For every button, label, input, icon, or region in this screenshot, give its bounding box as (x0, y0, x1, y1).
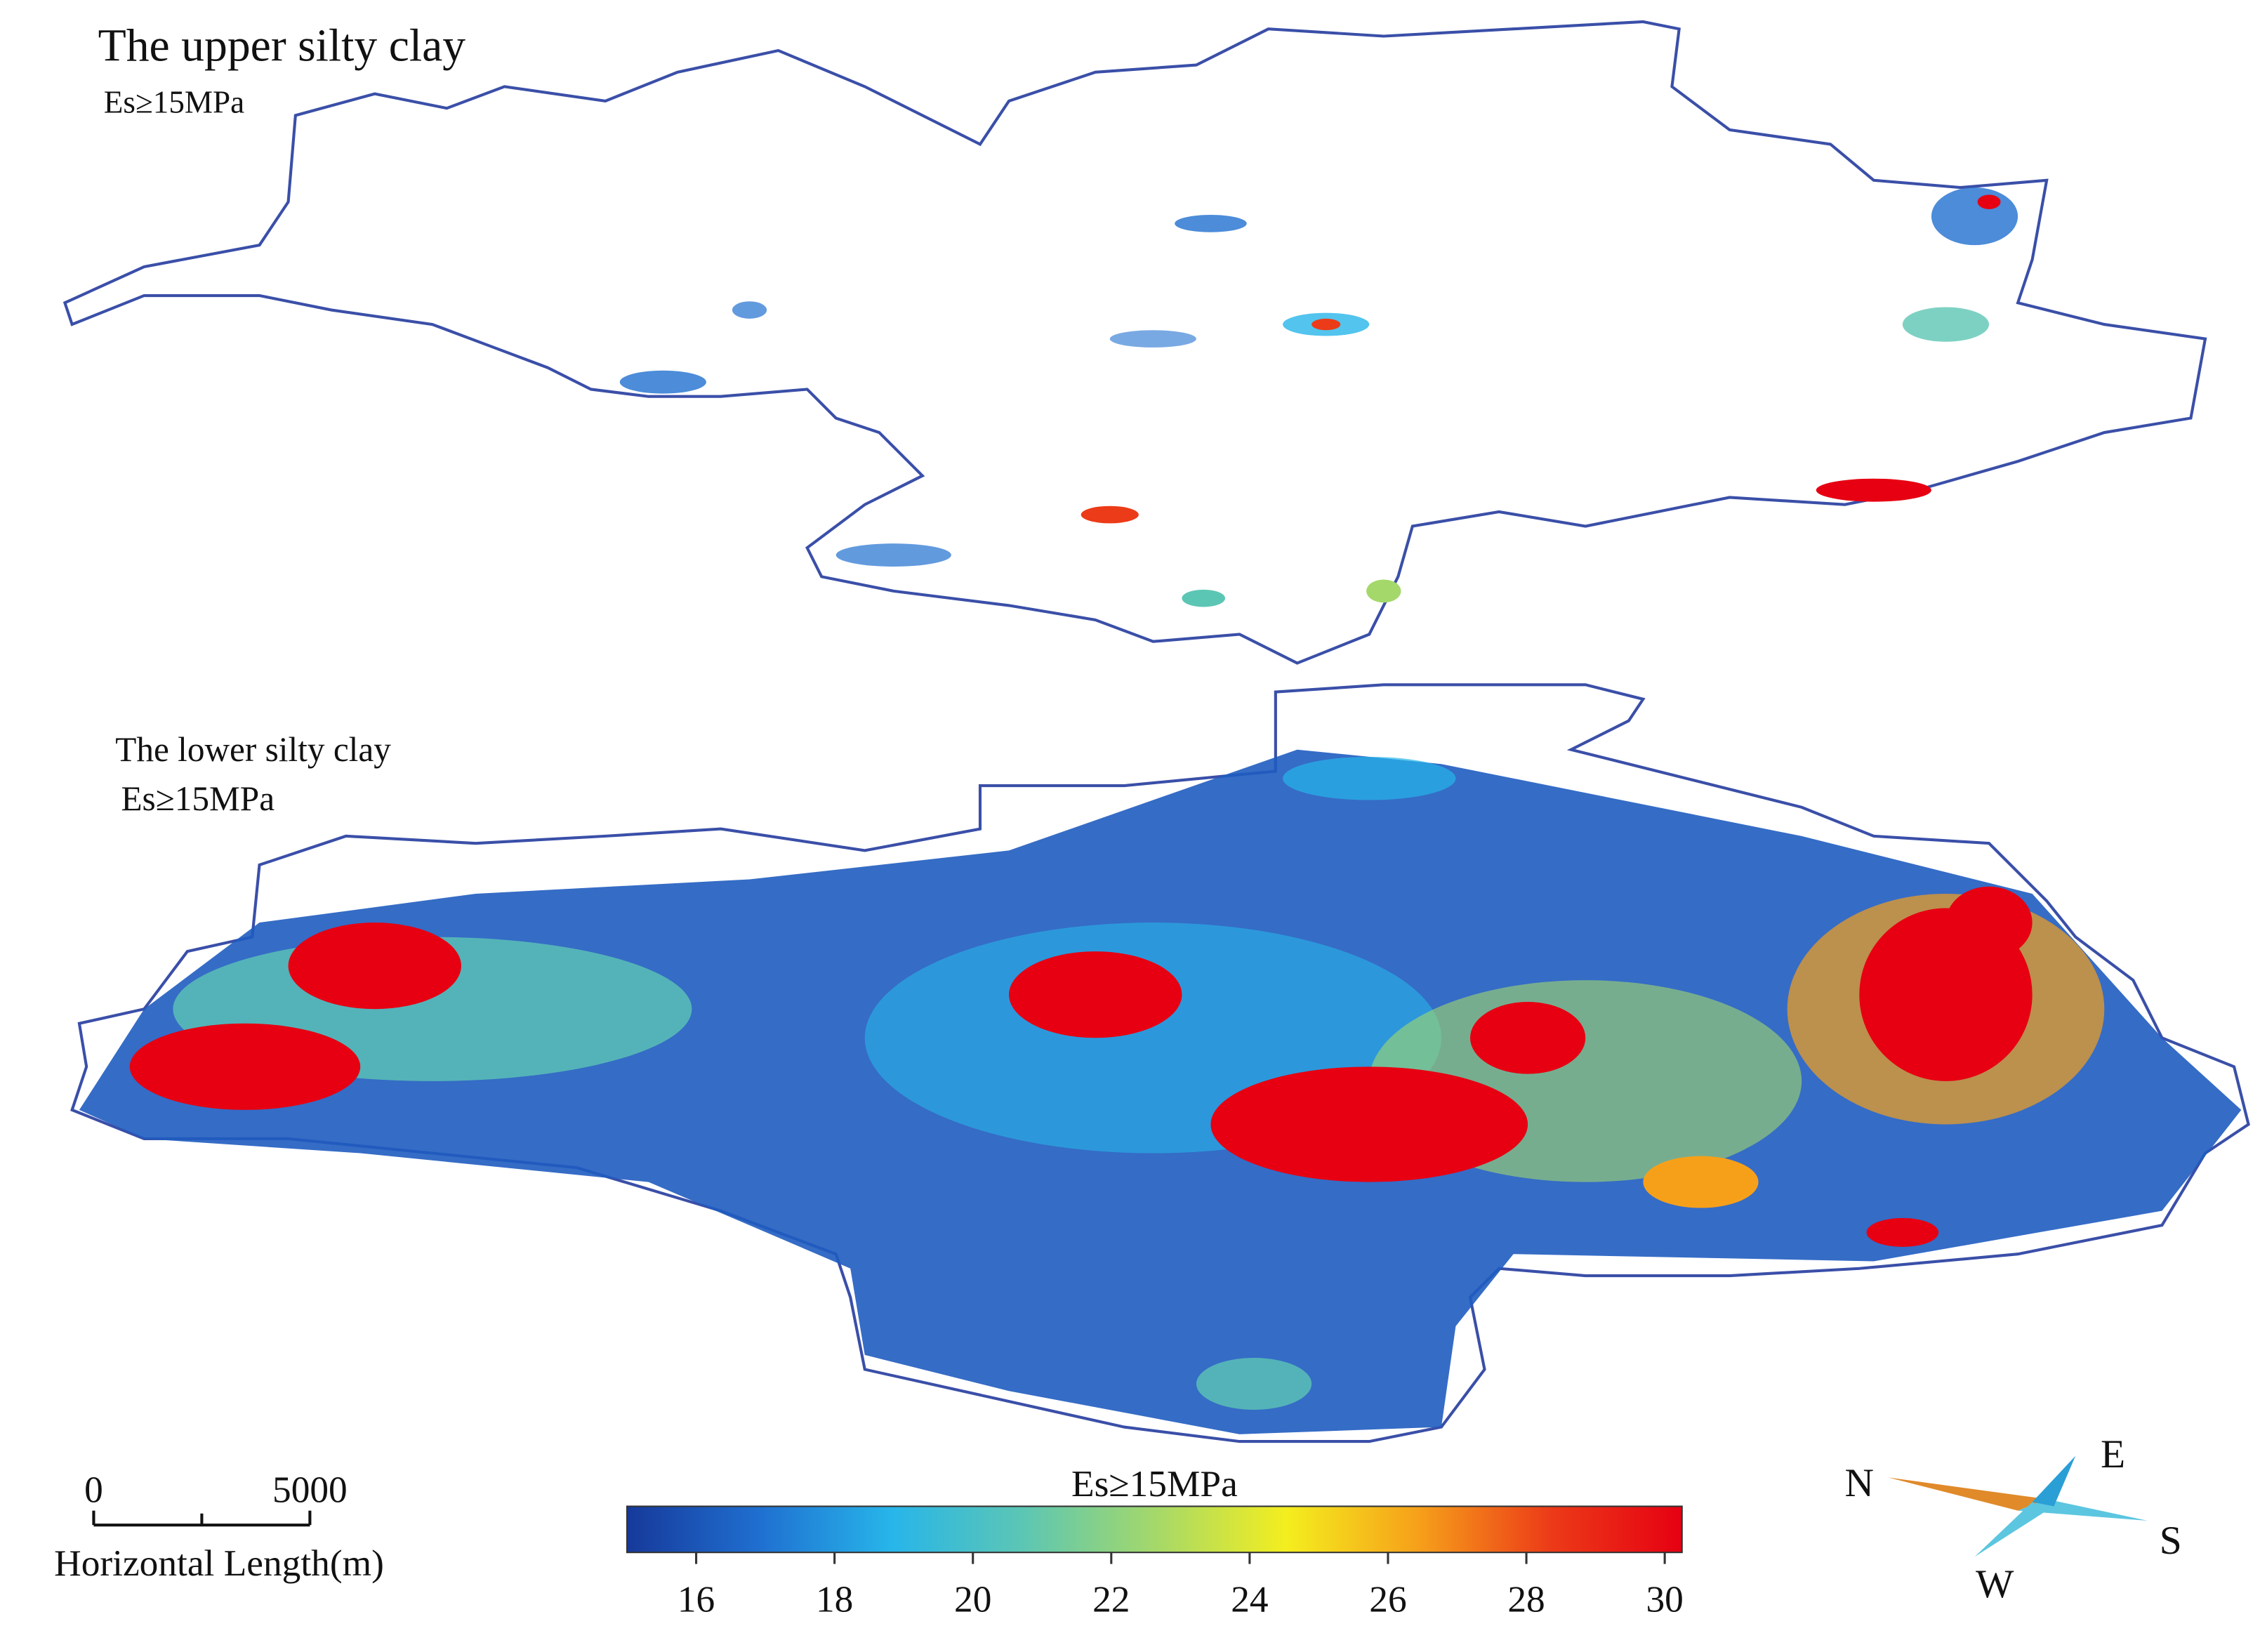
colorbar-tick-label: 22 (1092, 1578, 1130, 1620)
upper-subtitle: Es≥15MPa (104, 84, 244, 119)
lower-patches (79, 749, 2242, 1434)
lower-subtitle: Es≥15MPa (121, 779, 275, 818)
compass (1888, 1455, 2148, 1557)
colorbar-tick-label: 16 (678, 1578, 715, 1620)
colorbar-tick-label: 30 (1646, 1578, 1683, 1620)
compass-south: S (2160, 1519, 2182, 1563)
colorbar-tick-label: 24 (1231, 1578, 1268, 1620)
compass-east: E (2101, 1432, 2125, 1476)
lower-title: The lower silty clay (115, 730, 391, 769)
colorbar-tick-label: 28 (1507, 1578, 1545, 1620)
scale-start: 0 (84, 1468, 103, 1510)
upper-patches (619, 187, 2018, 607)
colorbar-title: Es≥15MPa (1071, 1462, 1238, 1505)
colorbar-tick-label: 20 (954, 1578, 991, 1620)
colorbar-tick-label: 26 (1369, 1578, 1406, 1620)
compass-west: W (1976, 1562, 2014, 1606)
upper-title: The upper silty clay (98, 20, 466, 71)
colorbar (626, 1505, 1683, 1554)
colorbar-tick-label: 18 (816, 1578, 853, 1620)
scale-label: Horizontal Length(m) (54, 1542, 384, 1584)
compass-north: N (1845, 1461, 1875, 1505)
scale-end: 5000 (272, 1468, 348, 1510)
scale-bar (92, 1510, 312, 1527)
